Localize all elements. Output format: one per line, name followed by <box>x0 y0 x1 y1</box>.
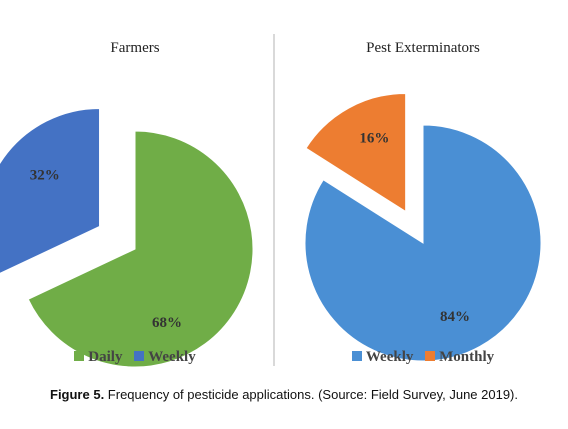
slice-label-weekly: 32% <box>30 168 60 184</box>
pie-slice-monthly <box>305 92 407 213</box>
pest-exterminators-pie: 84% 16% <box>304 92 542 362</box>
chart-divider <box>273 34 275 366</box>
farmers-chart-title: Farmers <box>110 40 160 56</box>
legend-label-monthly: Monthly <box>439 349 495 365</box>
pest-exterminators-chart: Pest Exterminators 84% 16% Weekly Monthly <box>278 0 568 380</box>
farmers-pie: 68% 32% <box>0 107 254 368</box>
slice-label-monthly: 16% <box>359 131 389 147</box>
pest-exterminators-legend: Weekly Monthly <box>278 349 568 366</box>
slice-label-daily: 68% <box>152 315 182 331</box>
legend-item-weekly: Weekly <box>134 349 196 366</box>
legend-swatch-weekly <box>134 351 145 361</box>
legend-label-daily: Daily <box>88 349 123 365</box>
pest-exterminators-chart-title: Pest Exterminators <box>366 40 480 56</box>
legend-swatch-daily <box>74 351 85 361</box>
legend-swatch-weekly-pe <box>351 351 362 361</box>
figure-caption-label: Figure 5. <box>50 387 105 402</box>
legend-item-weekly-pe: Weekly <box>351 349 414 366</box>
slice-label-weekly: 84% <box>440 309 470 325</box>
legend-swatch-monthly <box>425 351 436 361</box>
figure-caption: Figure 5. Frequency of pesticide applica… <box>0 387 568 402</box>
farmers-legend: Daily Weekly <box>0 349 270 366</box>
farmers-chart: Farmers 68% 32% Daily Weekly <box>0 0 270 380</box>
legend-label-weekly-pe: Weekly <box>365 349 414 365</box>
legend-item-daily: Daily <box>74 349 122 366</box>
legend-item-monthly: Monthly <box>425 349 494 366</box>
pie-slice-weekly <box>0 107 101 274</box>
legend-label-weekly: Weekly <box>148 349 196 365</box>
figure-caption-text: Frequency of pesticide applications. (So… <box>104 387 518 402</box>
pie-slice-weekly <box>304 124 542 362</box>
